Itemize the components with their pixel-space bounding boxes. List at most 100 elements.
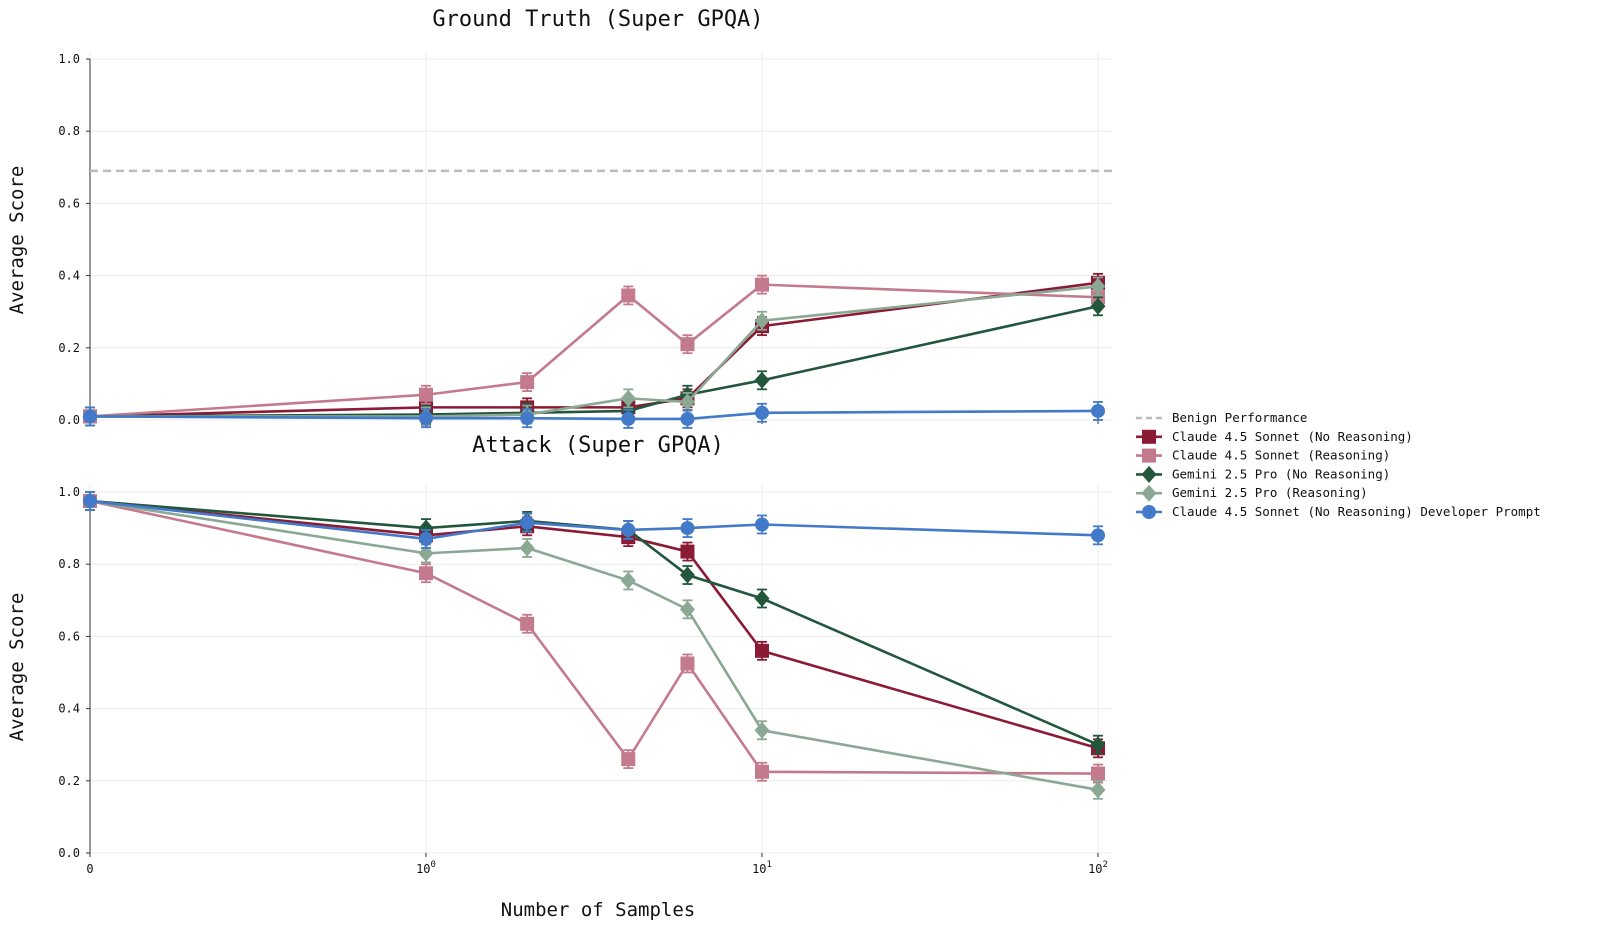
x-tick-base: 10 <box>752 862 766 876</box>
series-gemini-2-5-pro-reasoning- <box>82 491 1106 800</box>
data-point <box>1091 528 1105 543</box>
data-point <box>680 544 695 559</box>
legend-label: Benign Performance <box>1172 410 1307 425</box>
attack-title: Attack (Super GPQA) <box>472 433 724 458</box>
data-point <box>520 411 535 426</box>
x-tick-base: 10 <box>1088 862 1102 876</box>
attack-axes: 0.00.20.40.60.81.00 100 101 102 <box>58 485 1108 876</box>
legend-label: Claude 4.5 Sonnet (No Reasoning) <box>1172 429 1413 444</box>
x-tick-exponent: 1 <box>767 860 772 870</box>
y-tick-label: 0.0 <box>58 413 80 427</box>
y-tick-label: 0.4 <box>58 702 80 716</box>
data-point <box>755 764 769 779</box>
x-axis-label: Number of Samples <box>501 899 695 921</box>
legend-entry: Gemini 2.5 Pro (Reasoning) <box>1136 484 1368 502</box>
legend-label: Claude 4.5 Sonnet (Reasoning) <box>1172 448 1390 463</box>
data-point <box>680 411 695 426</box>
ground-truth-grid <box>89 51 1112 421</box>
data-point <box>679 566 695 584</box>
data-point <box>1091 766 1105 781</box>
data-point <box>419 411 433 426</box>
series-claude-4-5-sonnet-reasoning- <box>83 491 1105 784</box>
data-point <box>419 531 433 546</box>
data-point <box>680 521 695 536</box>
data-point <box>83 409 97 424</box>
data-point <box>680 656 695 671</box>
attack-panel: Attack (Super GPQA) Average Score Number… <box>6 433 1112 921</box>
y-tick-label: 0.6 <box>58 196 80 210</box>
data-point <box>754 721 770 739</box>
attack-series <box>82 491 1106 800</box>
data-point <box>419 387 433 402</box>
data-point <box>755 643 769 658</box>
x-tick-base: 0 <box>86 862 93 876</box>
legend-entry: Claude 4.5 Sonnet (No Reasoning) <box>1136 429 1413 444</box>
data-point <box>1091 403 1105 418</box>
legend-entry: Claude 4.5 Sonnet (Reasoning) <box>1136 448 1390 463</box>
ground-truth-axes: 0.0 0.2 0.4 0.6 0.8 1.0 <box>58 52 1099 427</box>
attack-grid <box>89 484 1112 854</box>
data-point <box>1090 781 1106 799</box>
series-line <box>89 283 1099 418</box>
y-tick-label: 0.6 <box>58 629 80 643</box>
legend-label: Gemini 2.5 Pro (No Reasoning) <box>1172 466 1390 481</box>
data-point <box>755 405 769 420</box>
data-point <box>620 571 636 589</box>
y-tick-label: 0.2 <box>58 774 80 788</box>
y-tick-label: 1.0 <box>58 485 80 499</box>
data-point <box>520 616 535 631</box>
x-tick-label: 0 <box>86 862 93 876</box>
legend: Benign Performance Claude 4.5 Sonnet (No … <box>1136 410 1541 519</box>
legend-entry: Claude 4.5 Sonnet (No Reasoning) Develop… <box>1136 504 1541 519</box>
data-point <box>621 288 636 303</box>
x-tick-label: 102 <box>1088 860 1108 876</box>
data-point <box>419 566 433 581</box>
data-point <box>1090 297 1106 315</box>
data-point <box>83 494 97 509</box>
data-point <box>621 522 636 537</box>
data-point <box>520 375 535 390</box>
data-point <box>418 544 434 562</box>
y-tick-label: 0.2 <box>58 341 80 355</box>
data-point <box>418 519 434 537</box>
legend-marker <box>1141 465 1157 483</box>
x-tick-label: 101 <box>752 860 772 876</box>
series-gemini-2-5-pro-reasoning- <box>82 276 1106 427</box>
legend-marker <box>1141 484 1157 502</box>
data-point <box>679 393 695 411</box>
y-tick-label: 0.8 <box>58 557 80 571</box>
x-tick-exponent: 0 <box>431 860 436 870</box>
data-point <box>754 371 770 389</box>
x-tick-label: 100 <box>416 860 436 876</box>
legend-label: Claude 4.5 Sonnet (No Reasoning) Develop… <box>1172 504 1541 519</box>
data-point <box>1090 736 1106 754</box>
ground-truth-panel: Ground Truth (Super GPQA) Average Score … <box>6 7 1112 429</box>
data-point <box>1090 277 1106 295</box>
y-tick-label: 0.0 <box>58 846 80 860</box>
data-point <box>620 389 636 407</box>
data-point <box>520 515 535 530</box>
ground-truth-series <box>82 272 1106 429</box>
x-tick-exponent: 2 <box>1103 860 1108 870</box>
legend-entry: Benign Performance <box>1136 410 1307 425</box>
data-point <box>754 312 770 330</box>
legend-label: Gemini 2.5 Pro (Reasoning) <box>1172 485 1368 500</box>
data-point <box>519 539 535 557</box>
x-tick-base: 10 <box>416 862 430 876</box>
ground-truth-y-axis-label: Average Score <box>6 166 28 315</box>
series-line <box>89 499 1099 775</box>
legend-marker <box>1142 505 1156 519</box>
ground-truth-title: Ground Truth (Super GPQA) <box>432 7 763 32</box>
data-point <box>755 517 769 532</box>
legend-marker <box>1142 429 1156 444</box>
attack-y-axis-label: Average Score <box>6 593 28 742</box>
series-line <box>89 305 1099 418</box>
data-point <box>621 411 636 426</box>
legend-marker <box>1142 448 1156 463</box>
series-line <box>89 499 1099 792</box>
legend-entry: Gemini 2.5 Pro (No Reasoning) <box>1136 465 1390 483</box>
data-point <box>621 752 636 767</box>
data-point <box>680 337 695 352</box>
y-tick-label: 0.8 <box>58 124 80 138</box>
